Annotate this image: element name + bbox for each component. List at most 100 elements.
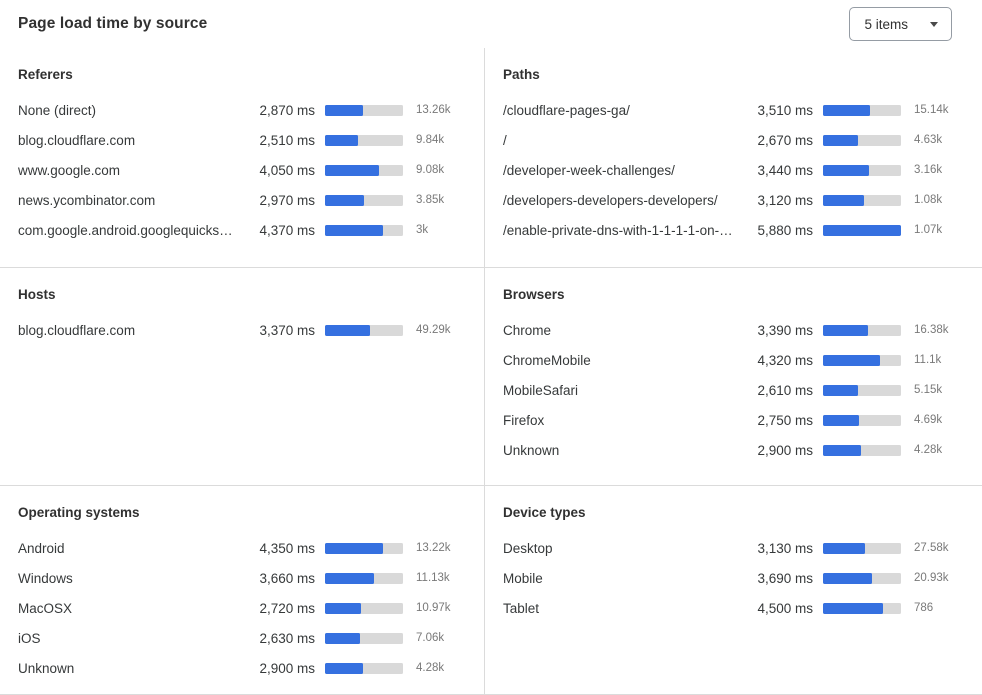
table-row: blog.cloudflare.com 3,370 ms 49.29k [18,315,466,345]
row-value-ms: 2,670 ms [757,132,813,148]
row-label: /cloudflare-pages-ga/ [503,102,630,118]
row-label: MobileSafari [503,382,579,398]
panel-title: Hosts [18,287,56,302]
panel-hosts: Hosts blog.cloudflare.com 3,370 ms 49.29… [0,267,485,485]
row-value-ms: 4,500 ms [757,600,813,616]
table-row: MobileSafari 2,610 ms 5.15k [503,375,964,405]
row-value-ms: 2,720 ms [259,600,315,616]
bar-track [325,224,403,236]
row-count: 5.15k [914,384,943,396]
panel-title: Referers [18,67,73,82]
panel-browsers: Browsers Chrome 3,390 ms 16.38k ChromeMo… [485,267,982,485]
table-row: com.google.android.googlequicksearc… 4,3… [18,215,466,245]
bar-fill [823,602,883,614]
bar-fill [823,164,869,176]
paths-list: /cloudflare-pages-ga/ 3,510 ms 15.14k / … [503,95,964,245]
bar-fill [325,224,383,236]
table-row: /developers-developers-developers/ 3,120… [503,185,964,215]
panel-title: Paths [503,67,540,82]
panel-operating-systems: Operating systems Android 4,350 ms 13.22… [0,485,485,694]
row-label: Unknown [503,442,560,458]
table-row: Windows 3,660 ms 11.13k [18,563,466,593]
row-count: 786 [914,602,934,614]
table-row: Unknown 2,900 ms 4.28k [503,435,964,465]
bar-track [823,444,901,456]
bar-track [325,602,403,614]
bar-fill [325,602,362,614]
bar-track [823,572,901,584]
bar-fill [823,194,865,206]
row-label: /enable-private-dns-with-1-1-1-1-on-… [503,222,733,238]
hosts-list: blog.cloudflare.com 3,370 ms 49.29k [18,315,466,345]
panel-title: Operating systems [18,505,140,520]
row-label: Mobile [503,570,543,586]
referers-list: None (direct) 2,870 ms 13.26k blog.cloud… [18,95,466,245]
row-value-ms: 2,630 ms [259,630,315,646]
row-count: 1.07k [914,224,943,236]
row-value-ms: 4,320 ms [757,352,813,368]
bar-track [325,164,403,176]
bar-fill [325,662,364,674]
bar-track [823,324,901,336]
row-value-ms: 2,510 ms [259,132,315,148]
bar-fill [823,354,881,366]
row-count: 49.29k [416,324,451,336]
table-row: / 2,670 ms 4.63k [503,125,964,155]
bar-track [823,104,901,116]
table-row: blog.cloudflare.com 2,510 ms 9.84k [18,125,466,155]
bar-track [823,542,901,554]
bar-fill [823,572,872,584]
row-label: Android [18,540,65,556]
row-value-ms: 4,050 ms [259,162,315,178]
items-dropdown[interactable]: 5 items [849,7,952,41]
row-value-ms: 4,370 ms [259,222,315,238]
bar-fill [823,104,870,116]
bar-fill [823,444,862,456]
bar-track [823,384,901,396]
row-value-ms: 3,370 ms [259,322,315,338]
panel-device-types: Device types Desktop 3,130 ms 27.58k Mob… [485,485,982,694]
row-count: 7.06k [416,632,445,644]
chevron-down-icon [930,21,938,27]
row-count: 11.13k [416,572,450,584]
row-count: 13.22k [416,542,451,554]
row-count: 20.93k [914,572,949,584]
bar-fill [325,164,379,176]
bar-fill [823,384,858,396]
bar-fill [823,134,859,146]
row-value-ms: 2,900 ms [259,660,315,676]
row-count: 11.1k [914,354,942,366]
bar-fill [325,632,360,644]
row-count: 9.08k [416,164,445,176]
bar-fill [325,572,374,584]
header: Page load time by source 5 items [0,0,982,48]
row-label: Windows [18,570,73,586]
row-label: None (direct) [18,102,97,118]
bar-track [823,224,901,236]
bar-track [325,134,403,146]
bar-track [325,324,403,336]
row-value-ms: 3,440 ms [757,162,813,178]
bar-track [823,602,901,614]
table-row: www.google.com 4,050 ms 9.08k [18,155,466,185]
row-count: 16.38k [914,324,949,336]
table-row: /developer-week-challenges/ 3,440 ms 3.1… [503,155,964,185]
row-count: 4.69k [914,414,943,426]
panel-title: Device types [503,505,586,520]
row-count: 10.97k [416,602,451,614]
row-label: Chrome [503,322,552,338]
bar-fill [325,194,365,206]
bar-track [823,194,901,206]
bar-track [325,104,403,116]
bar-track [325,542,403,554]
table-row: MacOSX 2,720 ms 10.97k [18,593,466,623]
bar-track [325,572,403,584]
panel-referers: Referers None (direct) 2,870 ms 13.26k b… [0,48,485,267]
row-label: iOS [18,630,41,646]
table-row: Chrome 3,390 ms 16.38k [503,315,964,345]
table-row: ChromeMobile 4,320 ms 11.1k [503,345,964,375]
row-value-ms: 2,750 ms [757,412,813,428]
row-label: Firefox [503,412,545,428]
row-label: ChromeMobile [503,352,591,368]
row-count: 3.16k [914,164,943,176]
